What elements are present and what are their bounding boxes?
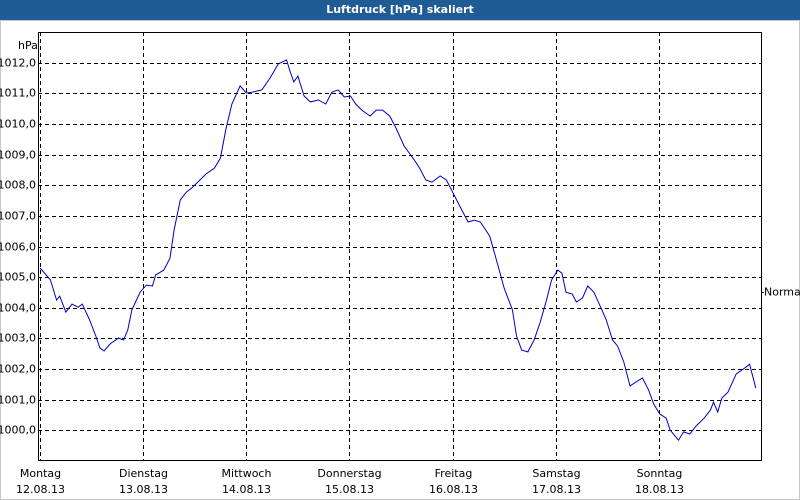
y-tick-label: 1005,0 bbox=[0, 271, 36, 284]
window-border bbox=[0, 20, 800, 500]
x-tick-label: Freitag bbox=[435, 467, 473, 480]
x-tick-label: Donnerstag bbox=[317, 467, 381, 480]
y-tick-label: 1004,0 bbox=[0, 302, 36, 315]
x-tick-date: 14.08.13 bbox=[222, 483, 271, 496]
y-tick-label: 1011,0 bbox=[0, 87, 36, 100]
x-tick-label: Samstag bbox=[532, 467, 580, 480]
y-tick-label: 1000,0 bbox=[0, 424, 36, 437]
y-tick-label: 1010,0 bbox=[0, 118, 36, 131]
x-tick-label: Montag bbox=[20, 467, 61, 480]
plot-border bbox=[38, 32, 762, 461]
x-tick-date: 16.08.13 bbox=[429, 483, 478, 496]
reference-label: Normal bbox=[764, 285, 800, 298]
x-tick-date: 15.08.13 bbox=[325, 483, 374, 496]
title-bar bbox=[0, 0, 800, 20]
y-axis-label: hPa bbox=[18, 39, 38, 52]
y-tick-label: 1012,0 bbox=[0, 57, 36, 70]
y-tick-label: 1007,0 bbox=[0, 210, 36, 223]
y-tick-label: 1006,0 bbox=[0, 241, 36, 254]
x-tick-label: Dienstag bbox=[119, 467, 168, 480]
y-tick-label: 1008,0 bbox=[0, 179, 36, 192]
pressure-line bbox=[39, 59, 757, 442]
x-tick-label: Mittwoch bbox=[222, 467, 272, 480]
y-tick-label: 1003,0 bbox=[0, 332, 36, 345]
y-tick-label: 1002,0 bbox=[0, 363, 36, 376]
y-tick-label: 1001,0 bbox=[0, 394, 36, 407]
x-tick-date: 18.08.13 bbox=[635, 483, 684, 496]
x-tick-date: 12.08.13 bbox=[16, 483, 65, 496]
x-tick-date: 17.08.13 bbox=[532, 483, 581, 496]
chart-title: Luftdruck [hPa] skaliert bbox=[326, 3, 474, 16]
x-tick-label: Sonntag bbox=[637, 467, 683, 480]
y-tick-label: 1009,0 bbox=[0, 149, 36, 162]
x-tick-date: 13.08.13 bbox=[119, 483, 168, 496]
